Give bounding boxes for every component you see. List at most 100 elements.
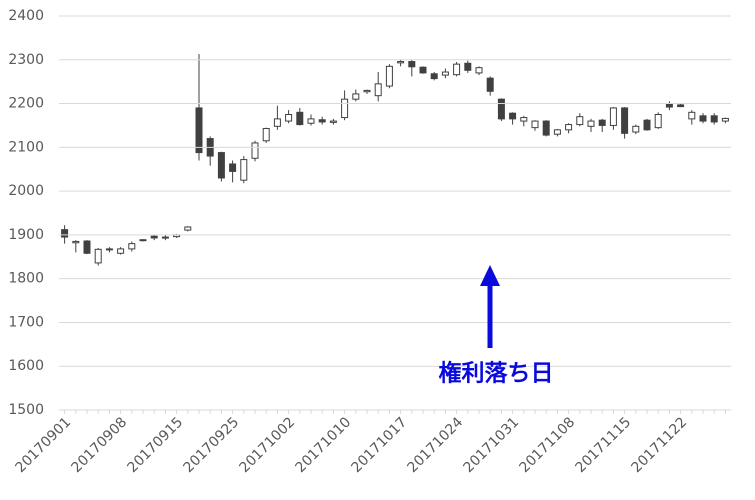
candle-body [643, 119, 651, 131]
candle [699, 113, 707, 124]
candle [576, 113, 584, 127]
candle [565, 123, 573, 134]
candle-body [352, 93, 360, 100]
candle [229, 160, 237, 183]
candle [363, 89, 371, 94]
candle-body [117, 248, 125, 254]
candle [598, 118, 606, 133]
candle [318, 116, 326, 125]
y-tick-label: 2200 [8, 96, 44, 112]
candle [486, 76, 494, 96]
candle-body [195, 107, 203, 154]
candle [688, 110, 696, 125]
candle [161, 234, 169, 241]
candle [251, 140, 259, 162]
candle [296, 107, 304, 126]
candle-body [285, 114, 293, 122]
candle-body [374, 83, 382, 97]
candle-body [273, 118, 281, 127]
y-tick-label: 1700 [8, 314, 44, 330]
candle-body [475, 67, 483, 74]
candle-body [464, 62, 472, 71]
candle [139, 239, 147, 242]
candle [408, 59, 416, 77]
candle-body [576, 116, 584, 126]
candle-body [94, 248, 102, 264]
candle-body [83, 240, 91, 254]
candle [341, 90, 349, 121]
candle [72, 240, 80, 253]
candle-body [520, 117, 528, 122]
candle-body [161, 236, 169, 239]
candle-body [419, 66, 427, 74]
candle-body [553, 129, 561, 135]
candle-body [621, 107, 629, 134]
candle [441, 68, 449, 79]
candle [621, 107, 629, 139]
candle-body [329, 120, 337, 123]
candle [721, 117, 729, 124]
candle [397, 59, 405, 67]
candle-body [677, 104, 685, 108]
candle-body [486, 77, 494, 92]
candle-body [598, 119, 606, 126]
y-tick-label: 1600 [8, 358, 44, 374]
candle [150, 234, 158, 241]
candle-body [453, 63, 461, 76]
candle [542, 120, 550, 137]
candle [677, 103, 685, 108]
candle-body [565, 124, 573, 131]
candle-body [240, 159, 248, 181]
candle [217, 151, 225, 182]
y-tick-label: 1900 [8, 227, 44, 243]
candle-body [296, 111, 304, 126]
candle [128, 241, 136, 252]
candle-body [509, 112, 517, 120]
candle-body [441, 71, 449, 76]
candle-body [61, 229, 69, 238]
candle-body [632, 125, 640, 133]
candle-body [397, 61, 405, 64]
candle-body [430, 73, 438, 80]
candle-body [497, 98, 505, 120]
candle [385, 64, 393, 89]
candle-body [654, 114, 662, 129]
y-tick-label: 1500 [8, 402, 44, 418]
candle-body [184, 226, 192, 231]
candle-body [128, 243, 136, 250]
candle [83, 240, 91, 255]
candle [453, 61, 461, 77]
candle [273, 105, 281, 130]
candle-body [150, 235, 158, 239]
y-tick-label: 2300 [8, 52, 44, 68]
candle-body [609, 107, 617, 126]
candle [352, 89, 360, 102]
candle-body [665, 103, 673, 108]
candle [464, 60, 472, 73]
candle [430, 72, 438, 81]
candle [307, 114, 315, 126]
candle [654, 112, 662, 129]
candle [710, 113, 718, 125]
candle-body [72, 240, 80, 244]
candle-body [710, 115, 718, 123]
candle-body [341, 98, 349, 119]
candle-body [363, 89, 371, 93]
candle [240, 156, 248, 184]
candle-body [105, 248, 113, 251]
candle [531, 120, 539, 131]
candle-body [587, 120, 595, 127]
candle-body [699, 115, 707, 122]
candle-body [139, 239, 147, 242]
candle-body [721, 117, 729, 122]
candle [94, 248, 102, 266]
candle-body [408, 61, 416, 68]
candle-body [531, 120, 539, 129]
candle-body [542, 120, 550, 136]
candle-body [385, 65, 393, 87]
candle [475, 66, 483, 76]
candle [643, 118, 651, 131]
y-tick-label: 2400 [8, 8, 44, 24]
